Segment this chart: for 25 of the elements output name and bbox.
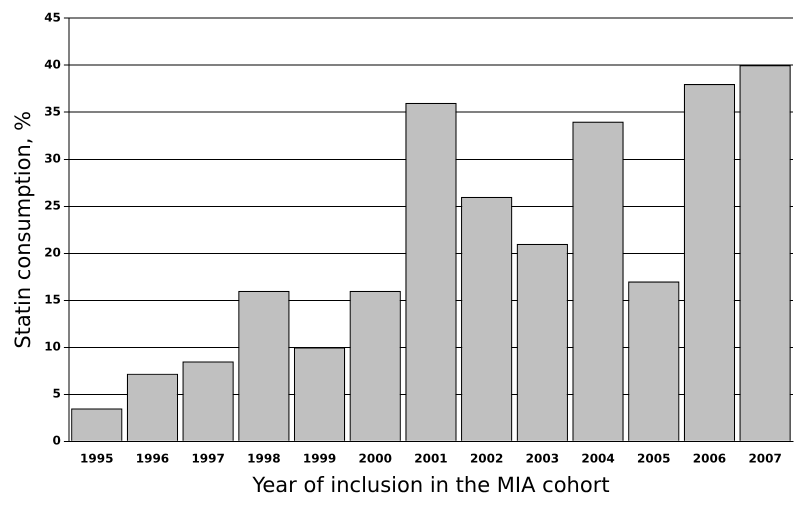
y-tick-label: 45 — [44, 10, 61, 24]
y-tick-label: 0 — [52, 434, 61, 448]
y-tick-label: 10 — [44, 339, 61, 354]
x-tick-label: 1999 — [302, 452, 336, 466]
y-tick-label: 15 — [44, 292, 61, 306]
x-tick-label: 1996 — [136, 452, 170, 466]
y-tick-label: 20 — [44, 245, 61, 260]
y-axis-title: Statin consumption, % — [11, 110, 36, 349]
x-tick-label: 1997 — [191, 452, 225, 466]
x-axis-title: Year of inclusion in the MIA cohort — [251, 472, 610, 497]
y-tick-label: 35 — [44, 104, 61, 118]
x-tick-label: 1995 — [80, 452, 114, 466]
y-tick-label: 40 — [44, 57, 61, 72]
x-tick-label: 2002 — [470, 452, 504, 466]
x-tick-label: 2006 — [692, 452, 726, 466]
y-tick-label: 30 — [44, 151, 61, 166]
x-tick-label: 2004 — [581, 452, 615, 466]
y-tick-label: 5 — [52, 386, 61, 401]
x-tick-label: 2007 — [748, 452, 782, 466]
x-tick-label: 2001 — [414, 452, 448, 466]
x-tick-label: 2005 — [637, 452, 670, 466]
y-tick-label: 25 — [44, 198, 61, 212]
x-tick-label: 2003 — [526, 452, 560, 466]
x-tick-label: 1998 — [247, 452, 281, 466]
x-tick-label: 2000 — [358, 452, 392, 466]
